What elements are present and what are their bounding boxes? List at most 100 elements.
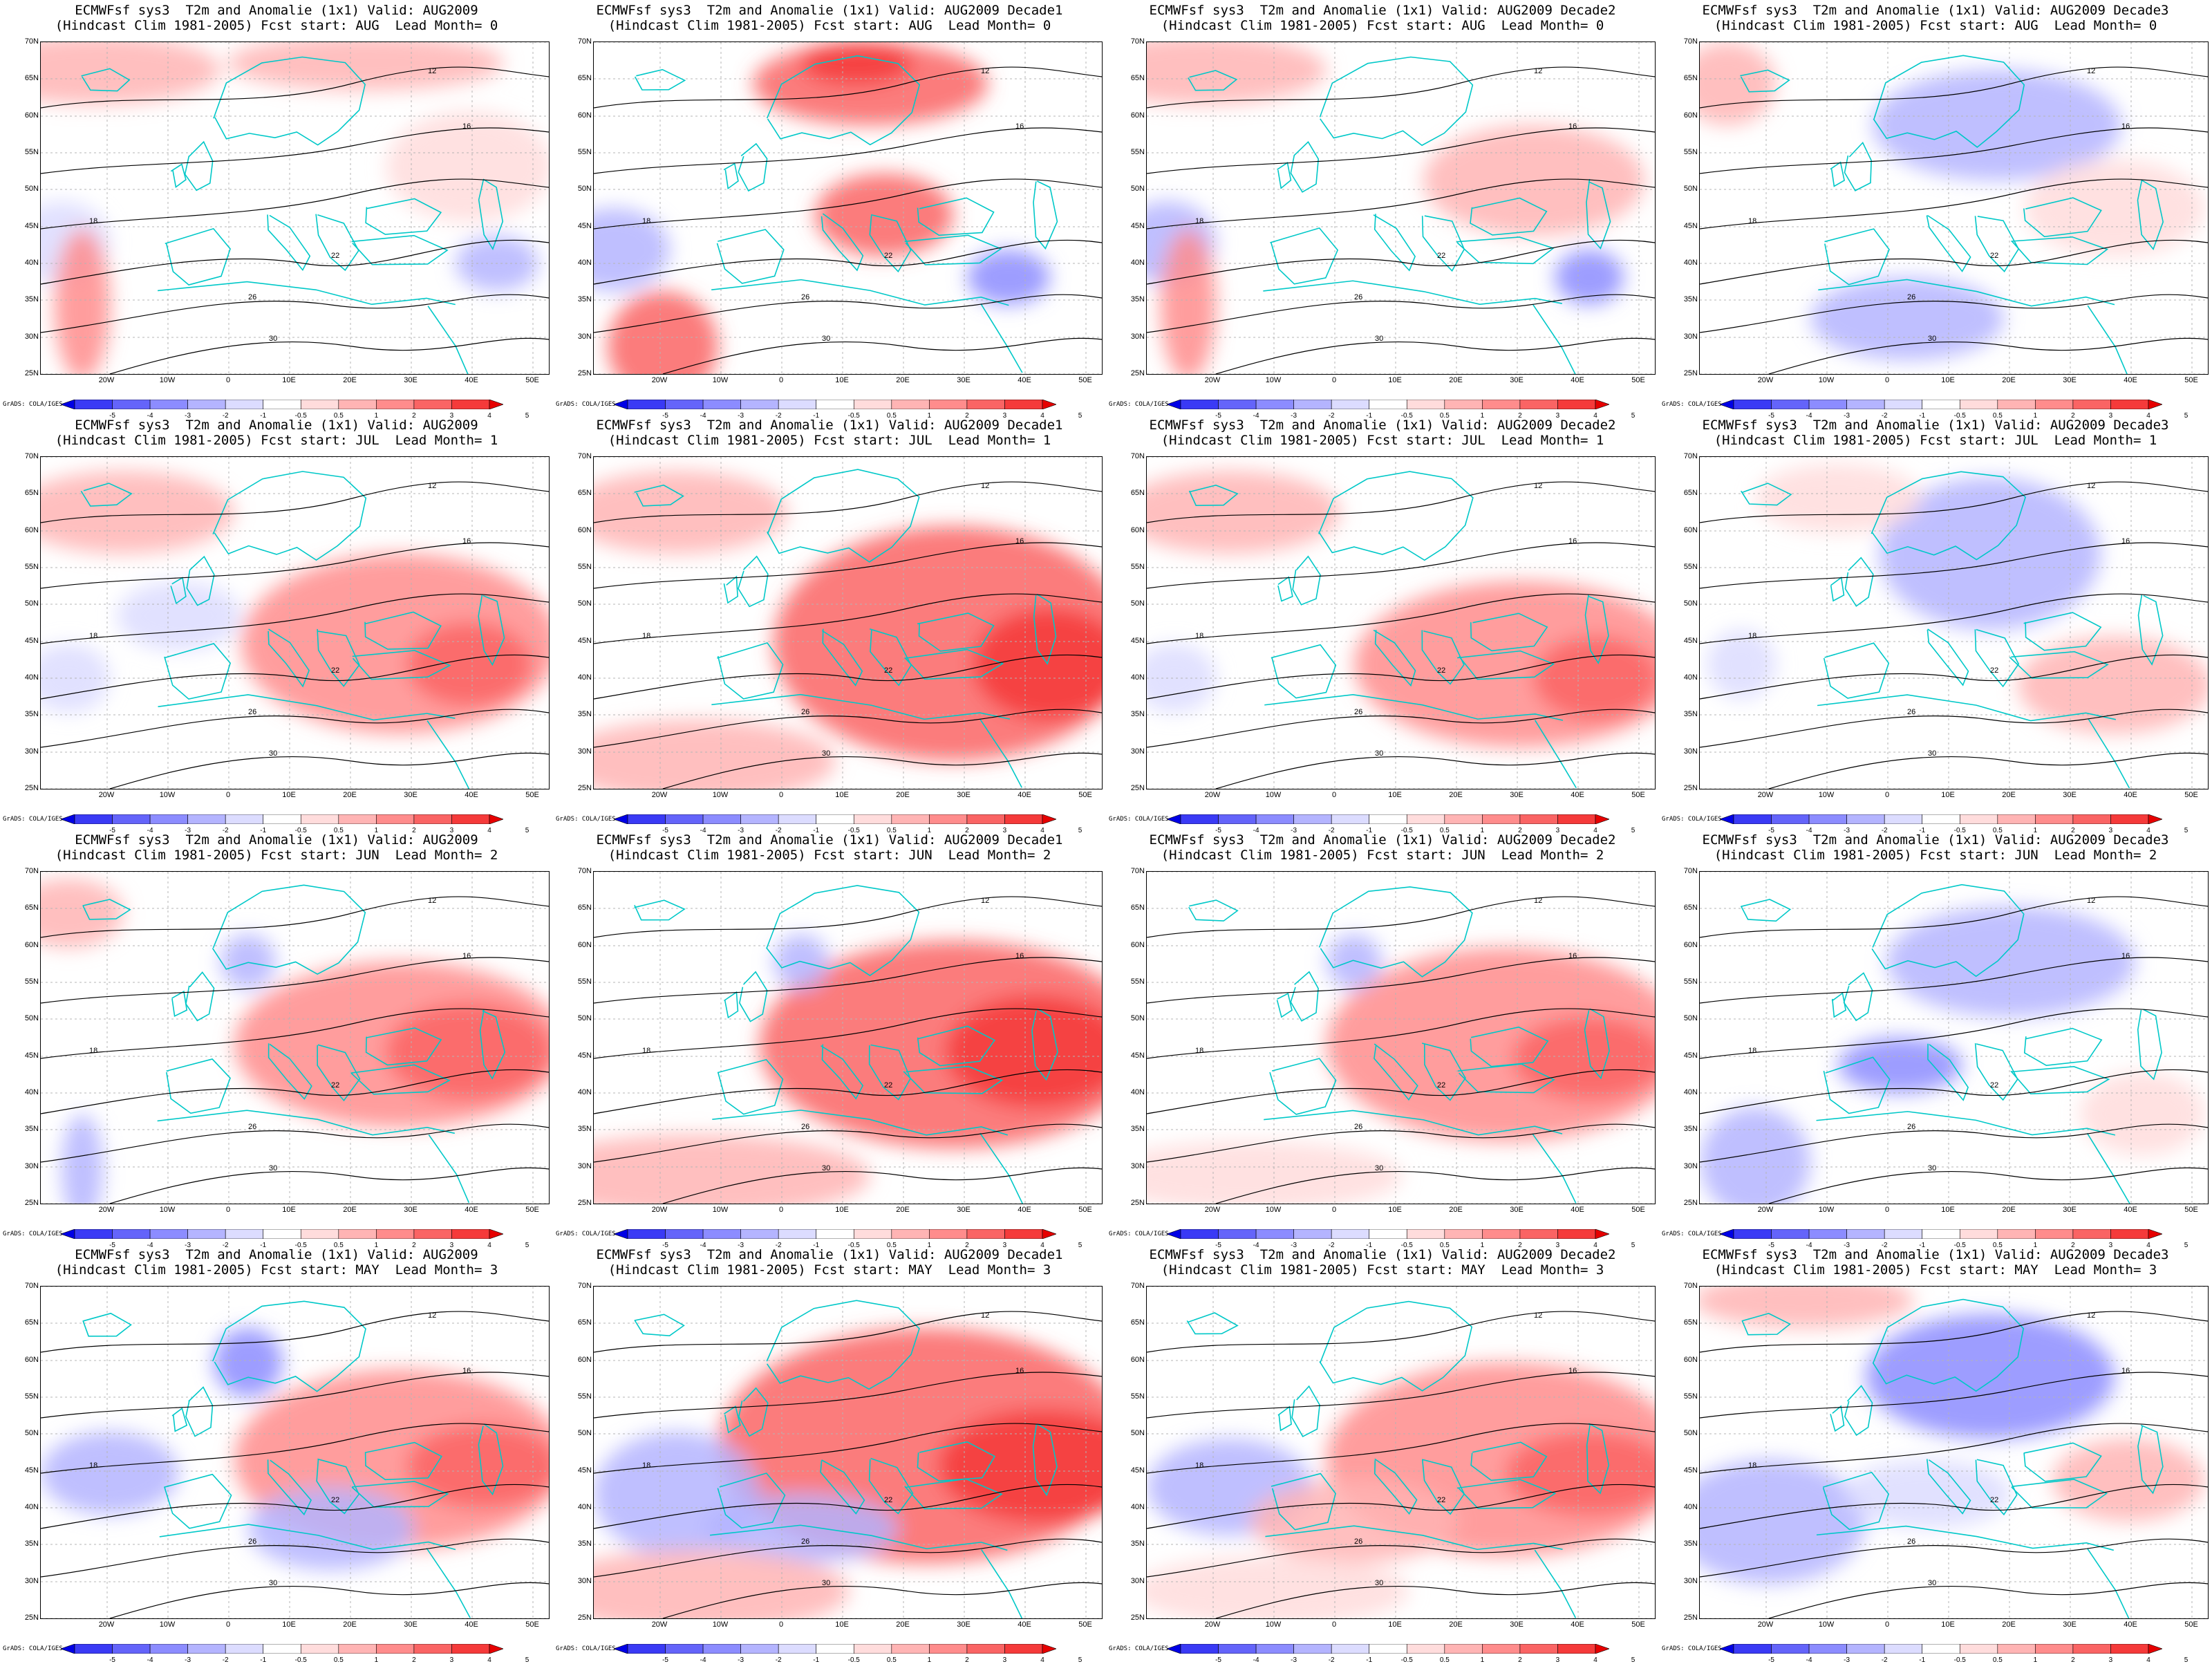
- colorbar-swatch: [338, 1644, 377, 1654]
- coastline: [1532, 303, 1576, 374]
- colorbar-label: 1: [2033, 1242, 2038, 1249]
- colorbar-label: -0.5: [1400, 827, 1413, 834]
- temperature-contour: [594, 294, 1102, 333]
- temperature-contour: [41, 178, 549, 230]
- latitude-label: 25N: [1130, 1614, 1145, 1622]
- colorbar-label: 2: [412, 827, 416, 834]
- colorbar-swatch: [1042, 400, 1056, 409]
- coastline: [1457, 650, 1555, 680]
- colorbar-swatch: [665, 1644, 704, 1654]
- coastline: [739, 971, 768, 1022]
- longitude-label: 40E: [2124, 376, 2137, 384]
- map-panel: ECMWFsf sys3 T2m and Anomalie (1x1) Vali…: [0, 0, 553, 420]
- colorbar-label: -0.5: [294, 827, 307, 834]
- latitude-label: 30N: [24, 333, 39, 341]
- latitude-label: 45N: [24, 637, 39, 645]
- colorbar-swatch: [1808, 814, 1847, 824]
- contour-label: 12: [2087, 897, 2095, 905]
- contour-label: 26: [801, 293, 809, 301]
- latitude-label: 35N: [1683, 1125, 1698, 1133]
- anomaly-region: [1810, 277, 2004, 360]
- anomaly-region: [1161, 229, 1216, 374]
- latitude-label: 50N: [24, 1429, 39, 1437]
- colorbar-swatch: [966, 1644, 1005, 1654]
- longitude-label: 30E: [404, 1620, 418, 1629]
- colorbar-swatch: [665, 814, 704, 824]
- latitude-label: 30N: [24, 1162, 39, 1170]
- temperature-contour: [1147, 593, 1655, 644]
- latitude-label: 30N: [1683, 333, 1698, 341]
- temperature-contour: [109, 1167, 549, 1204]
- colorbar-swatch: [1997, 1644, 2036, 1654]
- colorbar-swatch: [1595, 400, 1609, 409]
- coastline: [717, 1473, 786, 1529]
- longitude-label: 40E: [465, 376, 478, 384]
- panel-title-line2: (Hindcast Clim 1981-2005) Fcst start: JU…: [1161, 433, 1604, 448]
- coastline: [1470, 1026, 1549, 1067]
- colorbar-label: 2: [2071, 827, 2075, 834]
- colorbar-swatch: [74, 1229, 113, 1239]
- coastline: [1032, 1423, 1058, 1497]
- colorbar-swatch: [1293, 1644, 1332, 1654]
- colorbar-swatch: [1180, 1644, 1219, 1654]
- anomaly-map: 12 16 18 22 26 30: [1146, 871, 1656, 1204]
- colorbar-swatch: [1922, 400, 1960, 409]
- longitude-label: 10E: [1388, 1206, 1402, 1214]
- map-panel: ECMWFsf sys3 T2m and Anomalie (1x1) Vali…: [553, 830, 1106, 1249]
- longitude-label: 10E: [1941, 376, 1955, 384]
- contour-label: 22: [331, 1496, 339, 1504]
- longitude-label: 20W: [98, 376, 115, 384]
- coastline: [2087, 1548, 2130, 1618]
- latitude-label: 50N: [1683, 599, 1698, 608]
- colorbar-swatch: [112, 1644, 151, 1654]
- coastline: [317, 1044, 361, 1102]
- anomaly-region: [2052, 1439, 2204, 1522]
- coastline: [2023, 1027, 2103, 1067]
- colorbar-label: -5: [109, 1242, 115, 1249]
- colorbar-label: 0.5: [886, 1656, 897, 1664]
- latitude-label: 35N: [1683, 1540, 1698, 1548]
- colorbar-swatch: [1733, 1644, 1772, 1654]
- colorbar-label: -2: [775, 827, 782, 834]
- colorbar-label: 5: [1631, 827, 1635, 834]
- anomaly-region: [939, 1411, 1102, 1522]
- colorbar-swatch: [1519, 400, 1558, 409]
- longitude-label: 0: [1884, 791, 1890, 799]
- longitude-label: 40E: [1571, 791, 1584, 799]
- colorbar-swatch: [1733, 1229, 1772, 1239]
- coastline: [1265, 1525, 1563, 1551]
- longitude-label: 10E: [835, 1206, 849, 1214]
- colorbar-label: -1: [1366, 1242, 1373, 1249]
- longitude-label: 10W: [1265, 1620, 1282, 1629]
- panel-title-line1: ECMWFsf sys3 T2m and Anomalie (1x1) Vali…: [596, 1247, 1063, 1262]
- anomaly-region: [1147, 1141, 1403, 1204]
- temperature-contour: [594, 127, 1102, 174]
- colorbar-swatch: [1444, 1644, 1483, 1654]
- colorbar-label: 1: [927, 412, 932, 420]
- longitude-label: 50E: [1078, 1620, 1092, 1629]
- colorbar-swatch: [1884, 1229, 1923, 1239]
- anomaly-region: [1880, 478, 2101, 630]
- anomaly-region: [1147, 42, 1327, 104]
- contour-label: 18: [1748, 217, 1756, 225]
- colorbar-swatch: [489, 400, 503, 409]
- colorbar-label: -2: [1328, 827, 1335, 834]
- colorbar-swatch: [1218, 400, 1257, 409]
- temperature-contour: [594, 654, 1102, 700]
- coastline: [1470, 613, 1548, 652]
- temperature-contour: [594, 1069, 1102, 1114]
- temperature-contour: [1700, 127, 2208, 174]
- longitude-label: 10E: [282, 376, 296, 384]
- colorbar-swatch: [614, 400, 628, 409]
- contour-label: 16: [2121, 1367, 2130, 1375]
- contour-label: 26: [801, 1123, 809, 1131]
- colorbar-label: 2: [1518, 1242, 1522, 1249]
- contour-label: 12: [2087, 67, 2095, 75]
- latitude-label: 45N: [577, 1051, 592, 1060]
- contour-label: 16: [462, 537, 471, 545]
- coastline: [427, 306, 469, 374]
- coastline: [268, 628, 310, 688]
- anomaly-region: [407, 623, 532, 706]
- colorbar-swatch: [1997, 400, 2036, 409]
- contour-label: 30: [822, 1164, 830, 1172]
